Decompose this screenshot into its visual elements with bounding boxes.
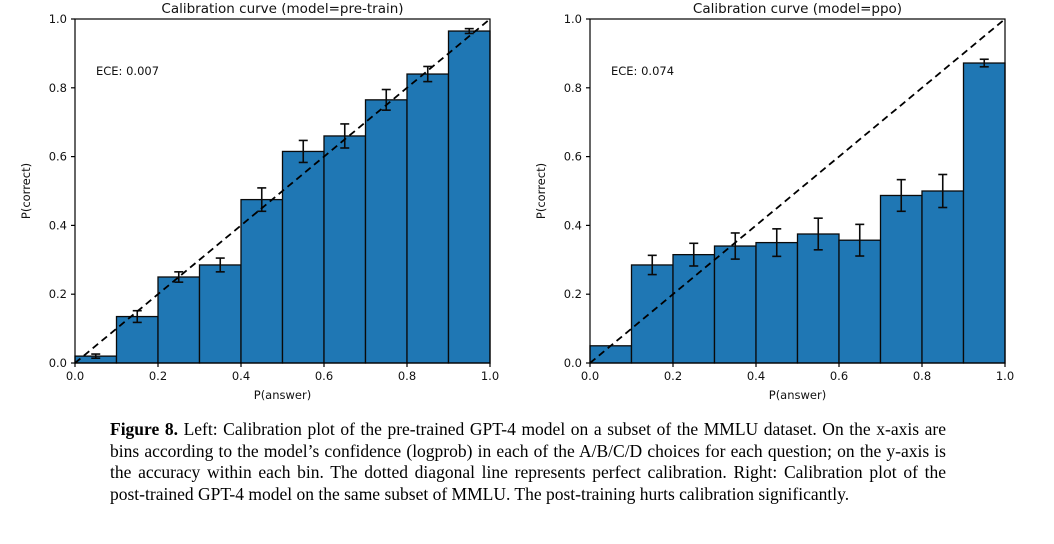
y-tick-label: 0.8: [564, 81, 582, 95]
ece-annotation: ECE: 0.074: [611, 64, 674, 78]
bar: [447, 30, 491, 364]
x-tick-label: 0.0: [66, 369, 84, 383]
y-tick-label: 0.2: [564, 287, 582, 301]
x-tick-label: 0.4: [232, 369, 250, 383]
y-tick-label: 0.4: [49, 218, 67, 232]
calibration-charts-row: 0.0 0.2 0.4 0.6 0.8 1.0 0.0 0.2 0.4 0.6 0.8 1.0 Cali…: [0, 0, 1054, 414]
bar: [364, 99, 408, 364]
y-tick-label: 0.6: [49, 150, 67, 164]
y-axis-label: P(correct): [19, 163, 33, 219]
bar: [921, 190, 965, 364]
y-tick-label: 0.0: [49, 356, 67, 370]
x-axis-label: P(answer): [769, 388, 826, 402]
y-tick-label: 1.0: [49, 12, 67, 26]
chart-title: Calibration curve (model=pre-train): [161, 1, 403, 17]
x-tick-label: 0.2: [664, 369, 682, 383]
bar: [796, 233, 840, 364]
y-tick-label: 0.8: [49, 81, 67, 95]
bar: [589, 345, 633, 364]
bar: [879, 194, 923, 364]
y-tick-label: 0.6: [564, 150, 582, 164]
x-tick-label: 0.4: [747, 369, 765, 383]
calibration-chart-pretrain: 0.0 0.2 0.4 0.6 0.8 1.0 0.0 0.2 0.4 0.6 0.8 1.0 Cali…: [0, 0, 527, 414]
figure-caption-label: Figure 8.: [110, 419, 178, 439]
bar: [838, 239, 882, 364]
x-tick-label: 0.6: [830, 369, 848, 383]
bar: [240, 198, 284, 364]
bar: [962, 62, 1006, 364]
plot-frame: [74, 18, 491, 364]
figure-caption-text: Left: Calibration plot of the pre-traine…: [110, 419, 946, 505]
calibration-chart-ppo: 0.0 0.2 0.4 0.6 0.8 1.0 0.0 0.2 0.4 0.6 0.8 1.0 Cali…: [527, 0, 1054, 414]
y-tick-label: 1.0: [564, 12, 582, 26]
x-tick-label: 1.0: [996, 369, 1014, 383]
bar: [281, 150, 325, 364]
x-tick-label: 1.0: [481, 369, 499, 383]
perfect-calibration-line: [589, 18, 1006, 364]
bar: [630, 264, 674, 364]
bar: [323, 135, 367, 364]
x-tick-label: 0.6: [315, 369, 333, 383]
x-tick-label: 0.8: [398, 369, 416, 383]
y-tick-label: 0.4: [564, 218, 582, 232]
x-axis-label: P(answer): [254, 388, 311, 402]
y-tick-label: 0.0: [564, 356, 582, 370]
y-tick-label: 0.2: [49, 287, 67, 301]
bar: [406, 73, 450, 364]
y-axis-label: P(correct): [534, 163, 548, 219]
bar: [672, 253, 716, 364]
x-tick-label: 0.2: [149, 369, 167, 383]
figure-caption: Figure 8. Left: Calibration plot of the …: [110, 419, 946, 506]
bar: [198, 264, 242, 364]
perfect-calibration-line: [74, 18, 491, 364]
x-tick-label: 0.8: [913, 369, 931, 383]
chart-title: Calibration curve (model=ppo): [693, 1, 902, 17]
bar: [755, 241, 799, 364]
bar: [713, 245, 757, 364]
ece-annotation: ECE: 0.007: [96, 64, 159, 78]
plot-frame: [589, 18, 1006, 364]
x-tick-label: 0.0: [581, 369, 599, 383]
